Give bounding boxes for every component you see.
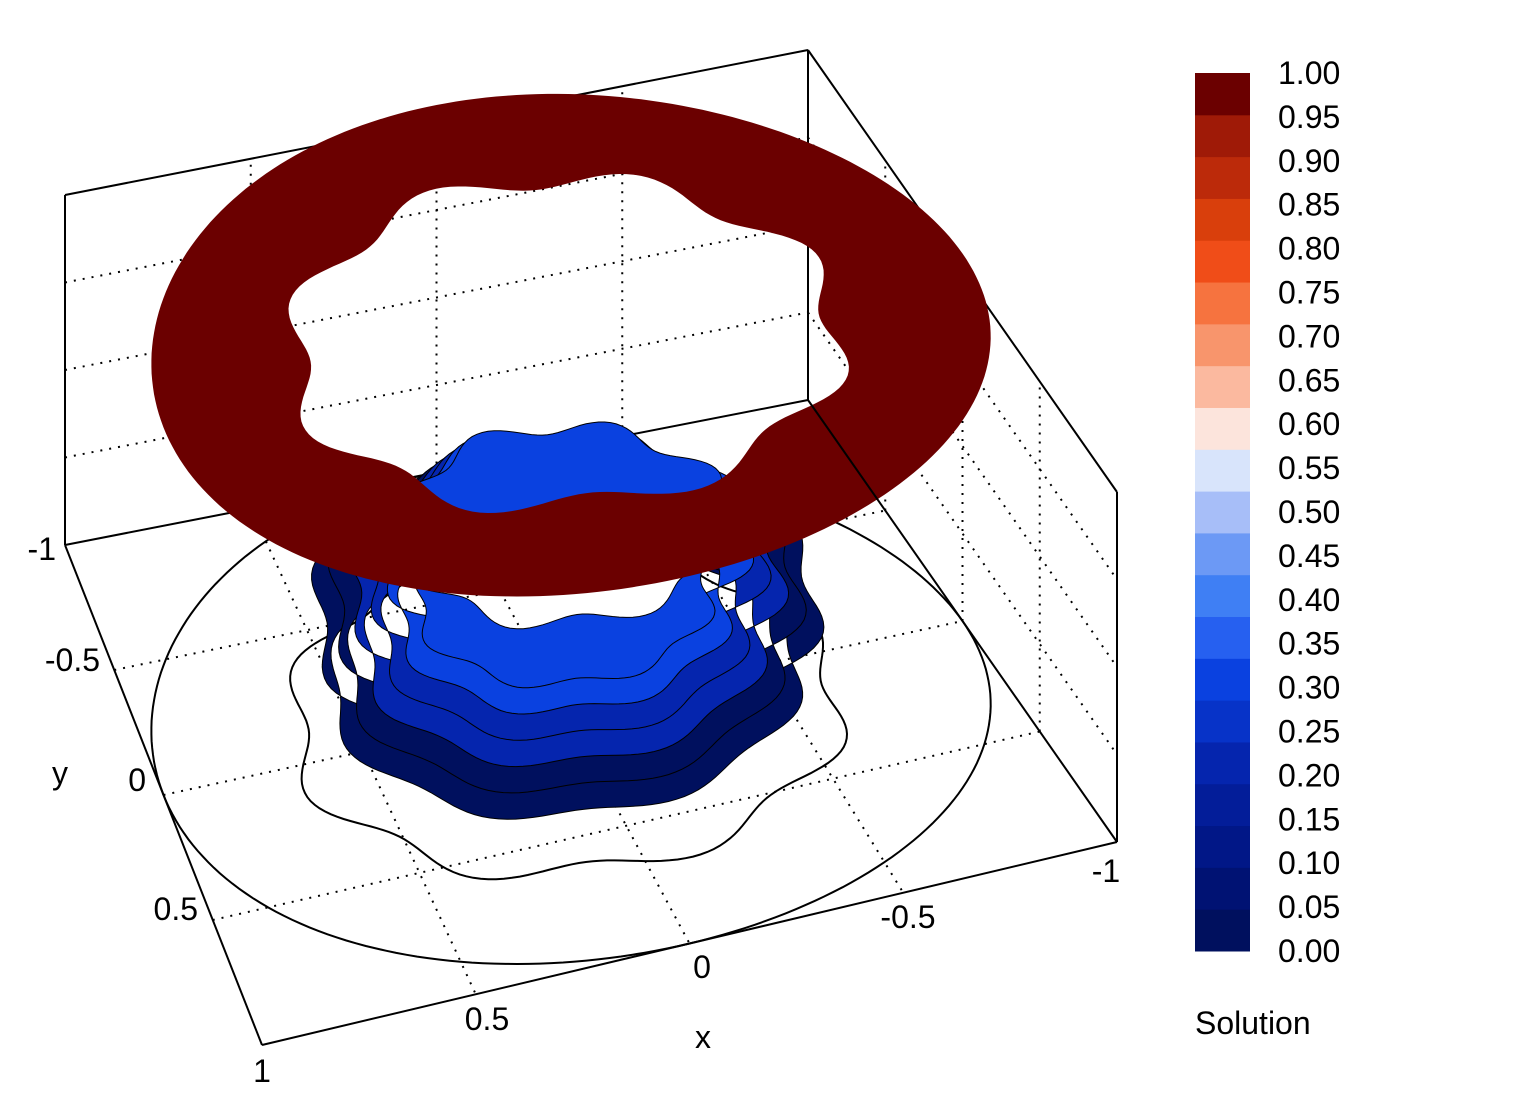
- x-tick-0.5: 0.5: [465, 1001, 509, 1037]
- colorbar-band-8: [1195, 574, 1250, 618]
- colorbar-tick-11: 0.55: [1278, 450, 1340, 486]
- x-tick-1: 1: [253, 1053, 271, 1089]
- outer-surface-ring: [151, 93, 991, 597]
- colorbar-band-5: [1195, 700, 1250, 743]
- colorbar-band-4: [1195, 741, 1250, 785]
- outer-surface: [151, 93, 991, 597]
- colorbar-band-7: [1195, 616, 1250, 659]
- colorbar-band-11: [1195, 449, 1250, 492]
- colorbar-tick-15: 0.75: [1278, 275, 1340, 311]
- y-axis-label: y: [52, 755, 68, 791]
- colorbar-tick-9: 0.45: [1278, 538, 1340, 574]
- colorbar-tick-13: 0.65: [1278, 362, 1340, 398]
- colorbar-tick-0: 0.00: [1278, 933, 1340, 969]
- colorbar: [1195, 73, 1250, 952]
- colorbar-tick-16: 0.80: [1278, 231, 1340, 267]
- axis-front-edge-1: [807, 399, 1118, 843]
- colorbar-band-10: [1195, 491, 1250, 534]
- colorbar-tick-14: 0.70: [1278, 318, 1340, 354]
- x-tick-minus-1: -1: [1092, 853, 1120, 889]
- colorbar-tick-3: 0.15: [1278, 801, 1340, 837]
- axis-front-edge-0: [261, 841, 1118, 1046]
- grid-floor-y-2: [212, 730, 1040, 921]
- colorbar-tick-4: 0.20: [1278, 757, 1340, 793]
- colorbar-tick-10: 0.50: [1278, 494, 1340, 530]
- front-axis-box: [261, 399, 1118, 1046]
- colorbar-band-9: [1195, 532, 1250, 576]
- colorbar-tick-7: 0.35: [1278, 626, 1340, 662]
- colorbar-tick-8: 0.40: [1278, 582, 1340, 618]
- colorbar-band-20: [1195, 73, 1250, 116]
- x-tick-minus-0.5: -0.5: [880, 899, 935, 935]
- colorbar-title: Solution: [1195, 1005, 1311, 1041]
- colorbar-band-6: [1195, 658, 1250, 701]
- colorbar-tick-labels: 0.00 0.05 0.10 0.15 0.20 0.25 0.30 0.35 0.40 0.45…: [1278, 55, 1340, 969]
- colorbar-band-16: [1195, 240, 1250, 283]
- colorbar-tick-19: 0.95: [1278, 99, 1340, 135]
- x-tick-labels: 1 0.5 0 -0.5 -1: [253, 853, 1120, 1089]
- colorbar-tick-17: 0.85: [1278, 187, 1340, 223]
- colorbar-tick-18: 0.90: [1278, 143, 1340, 179]
- y-tick-labels: -1 -0.5 0 0.5: [28, 531, 198, 927]
- colorbar-tick-5: 0.25: [1278, 714, 1340, 750]
- colorbar-tick-20: 1.00: [1278, 55, 1340, 91]
- y-tick-0: 0: [128, 762, 146, 798]
- colorbar-band-15: [1195, 282, 1250, 325]
- colorbar-band-12: [1195, 407, 1250, 450]
- x-tick-0: 0: [693, 949, 711, 985]
- colorbar-band-17: [1195, 198, 1250, 241]
- colorbar-band-2: [1195, 825, 1250, 868]
- colorbar-tick-6: 0.30: [1278, 670, 1340, 706]
- grid-floor-y-1: [163, 620, 963, 796]
- y-tick-minus-0.5: -0.5: [45, 642, 100, 678]
- colorbar-tick-12: 0.60: [1278, 406, 1340, 442]
- y-tick-minus-1: -1: [28, 531, 56, 567]
- colorbar-band-13: [1195, 365, 1250, 408]
- colorbar-band-19: [1195, 114, 1250, 158]
- colorbar-band-3: [1195, 783, 1250, 827]
- colorbar-band-14: [1195, 323, 1250, 367]
- colorbar-band-18: [1195, 156, 1250, 199]
- colorbar-band-0: [1195, 909, 1250, 952]
- x-axis-label: x: [695, 1019, 711, 1055]
- y-tick-0.5: 0.5: [154, 891, 198, 927]
- colorbar-tick-1: 0.05: [1278, 889, 1340, 925]
- colorbar-tick-2: 0.10: [1278, 845, 1340, 881]
- colorbar-band-1: [1195, 867, 1250, 910]
